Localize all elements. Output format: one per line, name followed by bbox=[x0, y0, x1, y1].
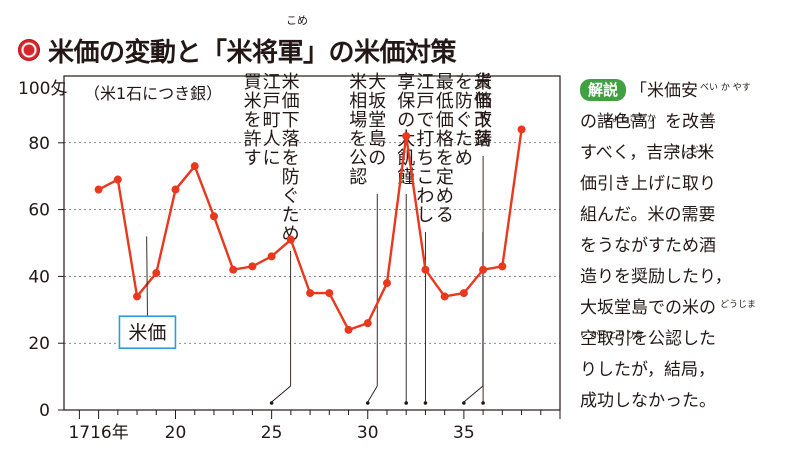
explanation-line: をうながすため酒 bbox=[580, 231, 785, 262]
annotation-dot bbox=[424, 401, 428, 405]
explanation-line-text: 大坂堂島での米の bbox=[580, 298, 716, 318]
explanation-line: りしたが，結局， bbox=[580, 355, 785, 386]
y-tick-label: 0 bbox=[39, 401, 50, 421]
annotation-dot bbox=[404, 401, 408, 405]
ruby-text: べい か やす bbox=[700, 73, 751, 104]
explanation-line-text: 組んだ。米の需要 bbox=[580, 205, 716, 225]
annotation-text: 貨幣改鋳 bbox=[474, 72, 492, 150]
page-title: 米価の変動と「米将軍」の米価対策 bbox=[48, 32, 456, 69]
data-point bbox=[325, 289, 333, 297]
explanation-line: 成功しなかった。 bbox=[580, 386, 785, 417]
annotation-text: 享保の大飢饉 bbox=[397, 72, 415, 188]
data-point bbox=[364, 319, 372, 327]
explanation-box: 解説 「米価安 の諸色高」を改善 すべく，吉宗は米 価引き上げに取り 組んだ。米の需要 をう… bbox=[580, 76, 785, 417]
x-tick-label: 25 bbox=[261, 423, 283, 443]
annotation-text: を防ぐため bbox=[455, 72, 473, 169]
explanation-line-text: をうながすため酒 bbox=[580, 236, 716, 256]
annotation-dot bbox=[481, 401, 485, 405]
data-point bbox=[133, 292, 141, 300]
explanation-line-text: 造りを奨励したり， bbox=[580, 267, 732, 287]
ruby-text: よしむね bbox=[672, 135, 708, 166]
y-ticks: 0 20 40 60 80 bbox=[28, 134, 64, 421]
explanation-line: 造りを奨励したり， bbox=[580, 262, 785, 293]
x-tick-label: 30 bbox=[357, 423, 379, 443]
ruby-text: しょしきだか bbox=[602, 104, 656, 135]
series-label-text: 米価 bbox=[128, 322, 166, 344]
annotation-text: 江戸で打ちこわし bbox=[416, 72, 434, 226]
annotation-text: 買米を許す bbox=[244, 72, 262, 169]
data-point bbox=[287, 236, 295, 244]
ruby-text: どうじま bbox=[720, 290, 756, 321]
data-point bbox=[210, 212, 218, 220]
explanation-line-text: 価引き上げに取り bbox=[580, 174, 716, 194]
data-point bbox=[441, 292, 449, 300]
annotation-text: 米価下落を防ぐため bbox=[282, 72, 300, 245]
ruby-text: からとりひき bbox=[590, 321, 644, 352]
bullet-icon bbox=[18, 39, 40, 61]
data-point bbox=[460, 289, 468, 297]
x-tick-label: 35 bbox=[453, 423, 475, 443]
annotation-dot bbox=[462, 401, 466, 405]
y-tick-label: 80 bbox=[28, 134, 50, 154]
data-point bbox=[114, 176, 122, 184]
data-point bbox=[498, 262, 506, 270]
annotation-text: 米相場を公認 bbox=[349, 72, 367, 188]
title-row: 米価の変動と「米将軍」の米価対策 bbox=[18, 28, 456, 72]
x-tick-label: 20 bbox=[165, 423, 187, 443]
annotation-text: 大坂堂島の bbox=[368, 72, 386, 169]
data-point bbox=[95, 186, 103, 194]
data-point bbox=[383, 279, 391, 287]
data-point bbox=[172, 186, 180, 194]
title-ruby: こめ bbox=[286, 12, 308, 28]
annotation-text: 江戸町人に bbox=[263, 72, 281, 169]
data-point bbox=[518, 125, 526, 133]
data-point bbox=[268, 252, 276, 260]
x-ticks: 1716年 20 25 30 35 bbox=[68, 410, 560, 443]
y-tick-label: 20 bbox=[28, 334, 50, 354]
data-point bbox=[479, 266, 487, 274]
y-tick-label: 40 bbox=[28, 267, 50, 287]
explanation-line-text: 「米価安 bbox=[630, 81, 698, 101]
rice-price-chart: 0 20 40 60 80 1716年 20 25 30 35 米価下落を防ぐため江戸町人に買米… bbox=[0, 70, 572, 474]
data-point bbox=[248, 262, 256, 270]
data-point bbox=[229, 266, 237, 274]
explanation-line: 組んだ。米の需要 bbox=[580, 200, 785, 231]
annotation-text: 最低価格を定める bbox=[436, 72, 454, 226]
explanation-line: 解説 「米価安 bbox=[580, 76, 785, 107]
explanation-text: 解説 「米価安 の諸色高」を改善 すべく，吉宗は米 価引き上げに取り 組んだ。米の需要 をう… bbox=[580, 76, 785, 417]
chart-note: （米1石につき銀） bbox=[84, 84, 222, 103]
y-tick-label: 60 bbox=[28, 201, 50, 221]
data-point bbox=[152, 269, 160, 277]
data-point bbox=[191, 162, 199, 170]
explanation-line-text: りしたが，結局， bbox=[580, 360, 715, 380]
annotation-dot bbox=[270, 401, 274, 405]
data-point bbox=[345, 326, 353, 334]
annotation-dot bbox=[366, 401, 370, 405]
data-point bbox=[421, 266, 429, 274]
x-tick-label: 1716年 bbox=[68, 423, 128, 443]
y-unit-label: 100匁 bbox=[18, 79, 67, 99]
explanation-badge: 解説 bbox=[580, 79, 626, 101]
data-point bbox=[306, 289, 314, 297]
data-point bbox=[402, 132, 410, 140]
explanation-line-text: 成功しなかった。 bbox=[580, 391, 716, 411]
explanation-line: 価引き上げに取り bbox=[580, 169, 785, 200]
